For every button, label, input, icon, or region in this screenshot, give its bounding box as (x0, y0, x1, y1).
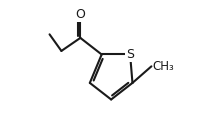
Text: CH₃: CH₃ (153, 60, 174, 73)
Text: O: O (75, 8, 85, 21)
Text: S: S (126, 48, 134, 61)
